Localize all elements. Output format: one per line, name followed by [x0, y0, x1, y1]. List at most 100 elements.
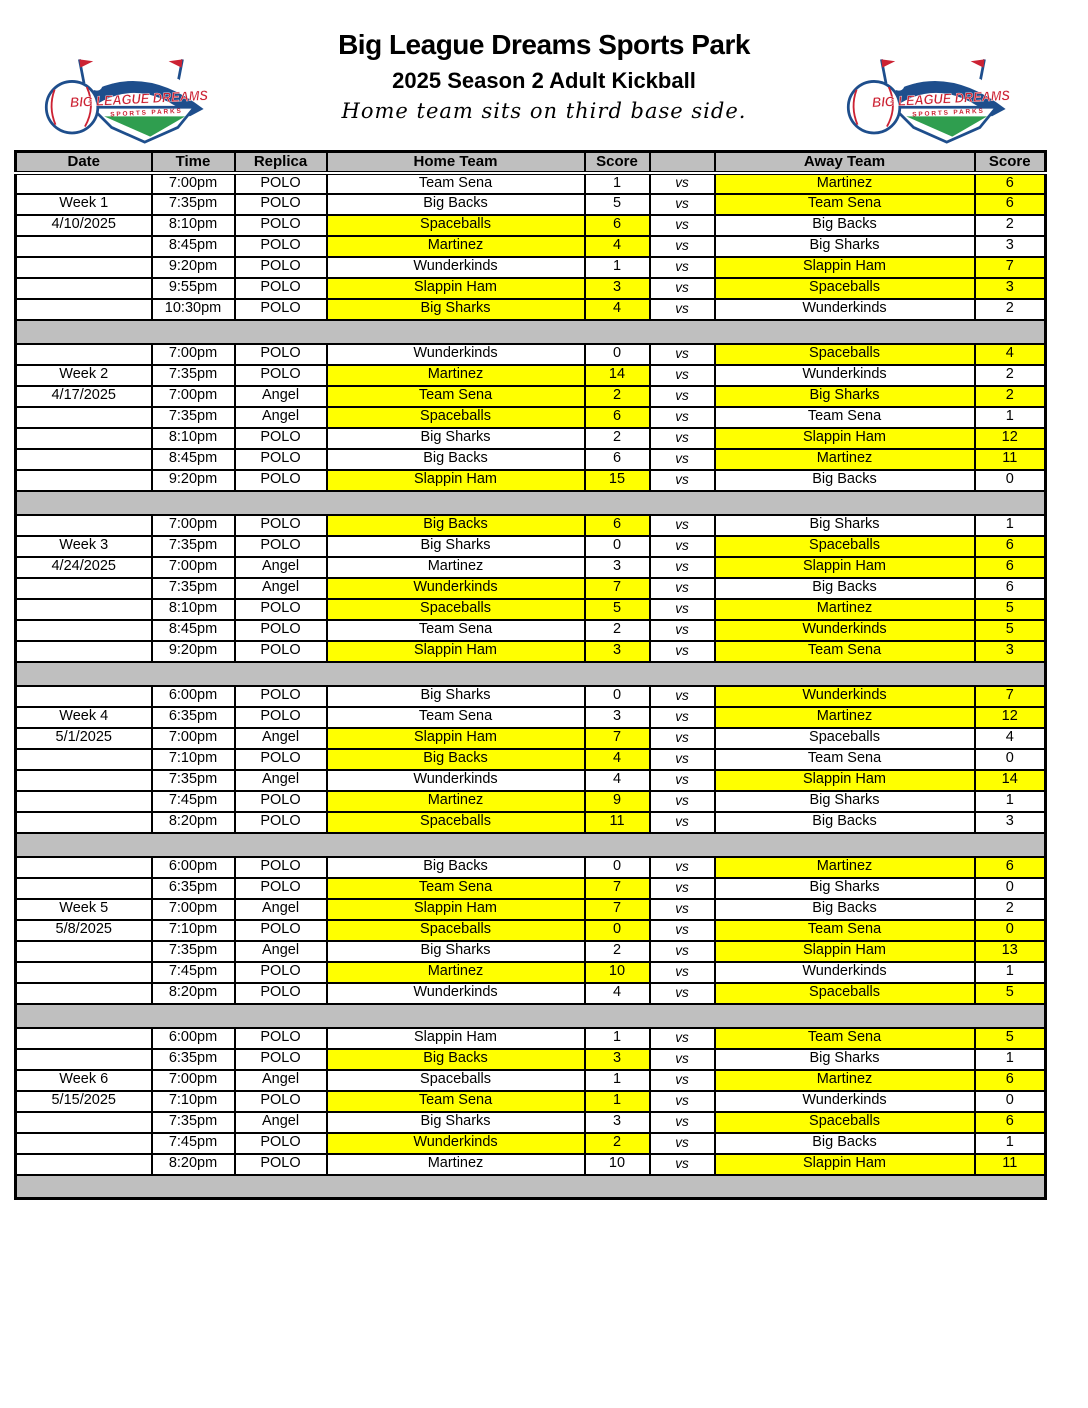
- week-label: Week 5: [14, 897, 153, 921]
- home-team-score: 0: [583, 342, 651, 366]
- game-time: 7:00pm: [150, 513, 236, 537]
- col-header-home-team: Home Team: [325, 150, 586, 175]
- away-team-name: Team Sena: [713, 918, 976, 942]
- home-team-name: Spaceballs: [325, 597, 586, 621]
- vs-label: vs: [648, 855, 716, 879]
- away-team-name: Big Backs: [713, 810, 976, 834]
- week-spacer-row: [14, 1173, 1047, 1200]
- game-replica: Angel: [233, 1068, 328, 1092]
- game-time: 7:00pm: [150, 1068, 236, 1092]
- logo-subtext: SPORTS PARKS: [110, 108, 183, 119]
- game-time: 8:10pm: [150, 597, 236, 621]
- logo-wordmark: BIG LEAGUE DREAMS: [70, 88, 209, 110]
- week-date: 4/10/2025: [14, 213, 153, 237]
- game-time: 7:00pm: [150, 726, 236, 750]
- home-team-score: 3: [583, 639, 651, 663]
- vs-label: vs: [648, 747, 716, 771]
- date-cell-empty: [14, 876, 153, 900]
- game-row: 8:20pm POLO Spaceballs 11 vs Big Backs 3: [14, 810, 1047, 834]
- away-team-name: Wunderkinds: [713, 1089, 976, 1113]
- game-replica: POLO: [233, 426, 328, 450]
- away-team-name: Big Sharks: [713, 1047, 976, 1071]
- home-team-score: 7: [583, 726, 651, 750]
- home-team-tagline: Home team sits on third base side.: [341, 98, 747, 123]
- home-team-score: 1: [583, 255, 651, 279]
- home-team-score: 6: [583, 513, 651, 537]
- away-team-score: 0: [973, 1089, 1047, 1113]
- vs-label: vs: [648, 1026, 716, 1050]
- vs-label: vs: [648, 534, 716, 558]
- game-row: 9:20pm POLO Slappin Ham 15 vs Big Backs 0: [14, 468, 1047, 492]
- home-team-score: 2: [583, 426, 651, 450]
- away-team-score: 3: [973, 276, 1047, 300]
- away-team-score: 6: [973, 576, 1047, 600]
- away-team-score: 12: [973, 426, 1047, 450]
- col-header-replica: Replica: [233, 150, 328, 175]
- away-team-score: 0: [973, 747, 1047, 771]
- away-team-score: 2: [973, 384, 1047, 408]
- game-replica: POLO: [233, 276, 328, 300]
- game-time: 7:10pm: [150, 1089, 236, 1113]
- game-time: 8:45pm: [150, 234, 236, 258]
- date-cell-empty: [14, 810, 153, 834]
- game-time: 8:45pm: [150, 618, 236, 642]
- home-team-name: Martinez: [325, 960, 586, 984]
- game-time: 7:35pm: [150, 939, 236, 963]
- week-spacer-row: [14, 831, 1047, 858]
- date-cell-empty: [14, 597, 153, 621]
- home-team-name: Team Sena: [325, 1089, 586, 1113]
- date-cell-empty: [14, 468, 153, 492]
- away-team-name: Wunderkinds: [713, 618, 976, 642]
- date-cell-empty: [14, 1110, 153, 1134]
- game-replica: POLO: [233, 597, 328, 621]
- away-team-score: 5: [973, 618, 1047, 642]
- away-team-score: 7: [973, 684, 1047, 708]
- vs-label: vs: [648, 684, 716, 708]
- vs-label: vs: [648, 297, 716, 321]
- away-team-score: 2: [973, 213, 1047, 237]
- game-replica: Angel: [233, 897, 328, 921]
- home-team-name: Team Sena: [325, 171, 586, 195]
- game-time: 8:45pm: [150, 447, 236, 471]
- away-team-score: 6: [973, 171, 1047, 195]
- vs-label: vs: [648, 1110, 716, 1134]
- vs-label: vs: [648, 555, 716, 579]
- week-date: 4/24/2025: [14, 555, 153, 579]
- game-replica: POLO: [233, 705, 328, 729]
- game-time: 7:00pm: [150, 897, 236, 921]
- game-replica: POLO: [233, 213, 328, 237]
- date-cell-empty: [14, 768, 153, 792]
- away-team-score: 1: [973, 513, 1047, 537]
- game-time: 6:00pm: [150, 1026, 236, 1050]
- game-time: 8:10pm: [150, 426, 236, 450]
- away-team-score: 1: [973, 1047, 1047, 1071]
- game-time: 7:35pm: [150, 768, 236, 792]
- vs-label: vs: [648, 939, 716, 963]
- spacer-cell: [14, 660, 1047, 687]
- col-header-away-score: Score: [973, 150, 1047, 175]
- date-cell-empty: [14, 576, 153, 600]
- vs-label: vs: [648, 171, 716, 195]
- vs-label: vs: [648, 1152, 716, 1176]
- home-team-name: Martinez: [325, 1152, 586, 1176]
- away-team-name: Spaceballs: [713, 534, 976, 558]
- home-team-name: Slappin Ham: [325, 897, 586, 921]
- game-row: 7:45pm POLO Wunderkinds 2 vs Big Backs 1: [14, 1131, 1047, 1155]
- game-replica: POLO: [233, 1026, 328, 1050]
- home-team-name: Wunderkinds: [325, 981, 586, 1005]
- game-row: 6:00pm POLO Big Sharks 0 vs Wunderkinds 7: [14, 684, 1047, 708]
- logo-wordmark: BIG LEAGUE DREAMS: [872, 88, 1011, 110]
- away-team-name: Spaceballs: [713, 342, 976, 366]
- week-label: Week 3: [14, 534, 153, 558]
- home-team-score: 3: [583, 1047, 651, 1071]
- away-team-name: Team Sena: [713, 639, 976, 663]
- vs-label: vs: [648, 192, 716, 216]
- game-replica: POLO: [233, 192, 328, 216]
- game-time: 9:20pm: [150, 468, 236, 492]
- away-team-name: Team Sena: [713, 405, 976, 429]
- home-team-score: 3: [583, 555, 651, 579]
- home-team-name: Big Sharks: [325, 426, 586, 450]
- away-team-name: Team Sena: [713, 1026, 976, 1050]
- away-team-score: 0: [973, 468, 1047, 492]
- home-team-name: Slappin Ham: [325, 276, 586, 300]
